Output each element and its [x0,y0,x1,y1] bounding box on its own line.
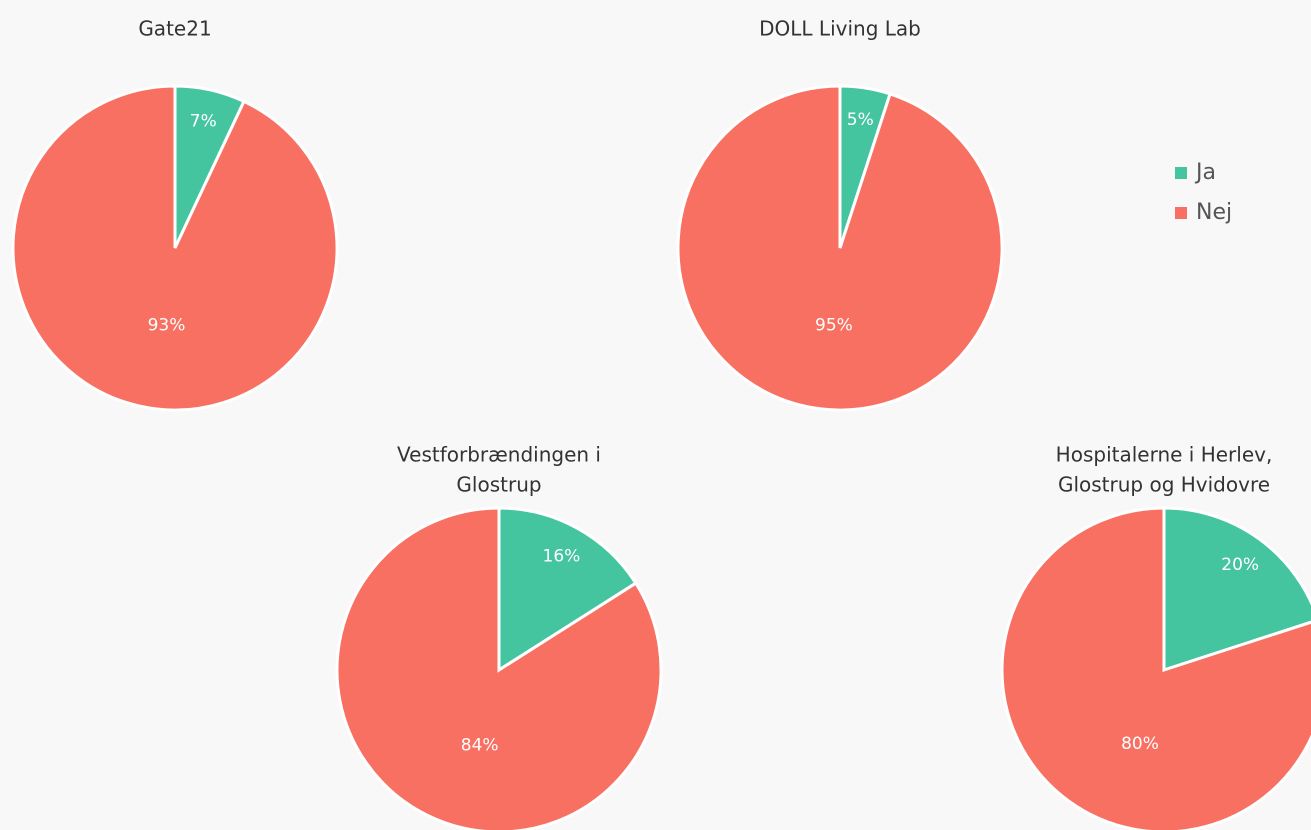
chart-title: Glostrup [456,473,541,497]
legend-swatch [1175,207,1187,219]
slice-label: 20% [1221,555,1259,575]
slice-label: 93% [148,315,186,335]
legend-label: Ja [1194,160,1216,185]
chart-title: Vestforbrændingen i [397,443,601,467]
legend-swatch [1175,167,1187,179]
slice-label: 16% [543,546,581,566]
pie-slice [497,506,638,673]
chart-title: DOLL Living Lab [759,17,921,41]
slice-label: 95% [815,316,853,336]
pie-slice [676,84,1004,412]
slice-label: 84% [461,735,499,755]
chart-title: Glostrup og Hvidovre [1058,473,1270,497]
legend-label: Nej [1196,200,1232,225]
chart-title: Hospitalerne i Herlev, [1056,443,1273,467]
slice-label: 5% [847,110,874,130]
pie-slice [11,84,339,412]
pie-slice [335,506,663,830]
slice-label: 7% [190,112,217,132]
slice-label: 80% [1121,734,1159,754]
chart-title: Gate21 [138,17,211,41]
